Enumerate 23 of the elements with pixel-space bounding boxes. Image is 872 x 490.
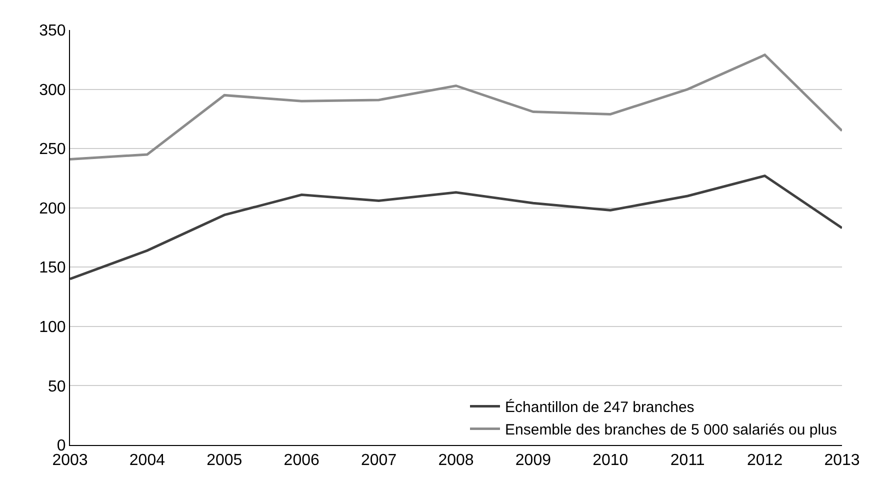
x-tick-label: 2007 — [361, 452, 397, 470]
x-tick-label: 2012 — [747, 452, 783, 470]
y-tick-label: 350 — [39, 22, 66, 40]
x-tick-label: 2005 — [206, 452, 242, 470]
legend-label: Ensemble des branches de 5 000 salariés ou plus — [505, 422, 837, 439]
x-tick-label: 2006 — [284, 452, 320, 470]
y-tick-label: 200 — [39, 200, 66, 218]
x-tick-label: 2008 — [438, 452, 474, 470]
x-tick-label: 2009 — [515, 452, 552, 470]
y-tick-label: 250 — [39, 141, 66, 158]
x-tick-label: 2004 — [129, 452, 166, 470]
legend-label: Échantillon de 247 branches — [505, 398, 694, 416]
y-tick-label: 150 — [39, 260, 66, 277]
y-tick-label: 100 — [39, 319, 66, 336]
x-tick-label: 2011 — [670, 452, 705, 470]
x-tick-label: 2003 — [52, 452, 88, 470]
line-series — [70, 174, 842, 280]
y-tick-label: 300 — [39, 82, 66, 99]
y-tick-label: 50 — [48, 378, 66, 396]
x-tick-label: 2013 — [824, 452, 860, 470]
y-tick-label: 0 — [56, 438, 66, 455]
line-series — [70, 54, 842, 160]
x-tick-label: 2010 — [592, 452, 628, 470]
